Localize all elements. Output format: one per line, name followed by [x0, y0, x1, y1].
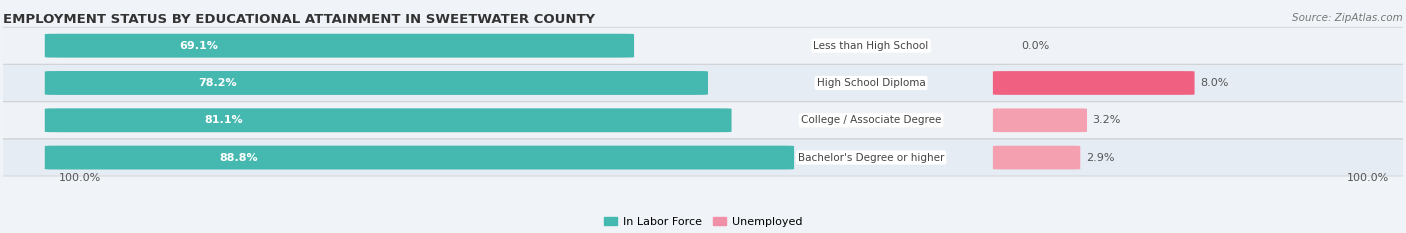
Text: 69.1%: 69.1% [180, 41, 218, 51]
FancyBboxPatch shape [45, 71, 709, 95]
FancyBboxPatch shape [993, 146, 1080, 169]
FancyBboxPatch shape [45, 108, 731, 132]
Text: College / Associate Degree: College / Associate Degree [801, 115, 941, 125]
Text: 78.2%: 78.2% [198, 78, 236, 88]
Text: Bachelor's Degree or higher: Bachelor's Degree or higher [797, 153, 945, 163]
Text: 100.0%: 100.0% [59, 173, 101, 183]
FancyBboxPatch shape [0, 139, 1406, 176]
FancyBboxPatch shape [45, 146, 794, 169]
Legend: In Labor Force, Unemployed: In Labor Force, Unemployed [599, 212, 807, 231]
Text: High School Diploma: High School Diploma [817, 78, 925, 88]
FancyBboxPatch shape [0, 102, 1406, 139]
Text: Less than High School: Less than High School [814, 41, 929, 51]
FancyBboxPatch shape [993, 71, 1195, 95]
Text: 81.1%: 81.1% [204, 115, 243, 125]
Text: 8.0%: 8.0% [1201, 78, 1229, 88]
Text: EMPLOYMENT STATUS BY EDUCATIONAL ATTAINMENT IN SWEETWATER COUNTY: EMPLOYMENT STATUS BY EDUCATIONAL ATTAINM… [3, 13, 595, 26]
FancyBboxPatch shape [45, 34, 634, 58]
FancyBboxPatch shape [993, 108, 1087, 132]
FancyBboxPatch shape [0, 65, 1406, 101]
Text: 100.0%: 100.0% [1347, 173, 1389, 183]
Text: 88.8%: 88.8% [219, 153, 259, 163]
FancyBboxPatch shape [0, 27, 1406, 64]
Text: 3.2%: 3.2% [1092, 115, 1121, 125]
Text: 2.9%: 2.9% [1085, 153, 1115, 163]
Text: Source: ZipAtlas.com: Source: ZipAtlas.com [1292, 13, 1403, 23]
Text: 0.0%: 0.0% [1021, 41, 1049, 51]
